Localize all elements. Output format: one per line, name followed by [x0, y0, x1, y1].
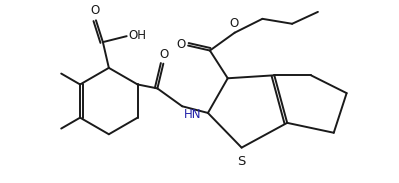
Text: OH: OH: [128, 29, 146, 42]
Text: O: O: [160, 48, 169, 61]
Text: S: S: [237, 155, 246, 168]
Text: O: O: [90, 4, 100, 17]
Text: O: O: [229, 17, 238, 30]
Text: O: O: [176, 38, 185, 51]
Text: HN: HN: [184, 108, 201, 121]
